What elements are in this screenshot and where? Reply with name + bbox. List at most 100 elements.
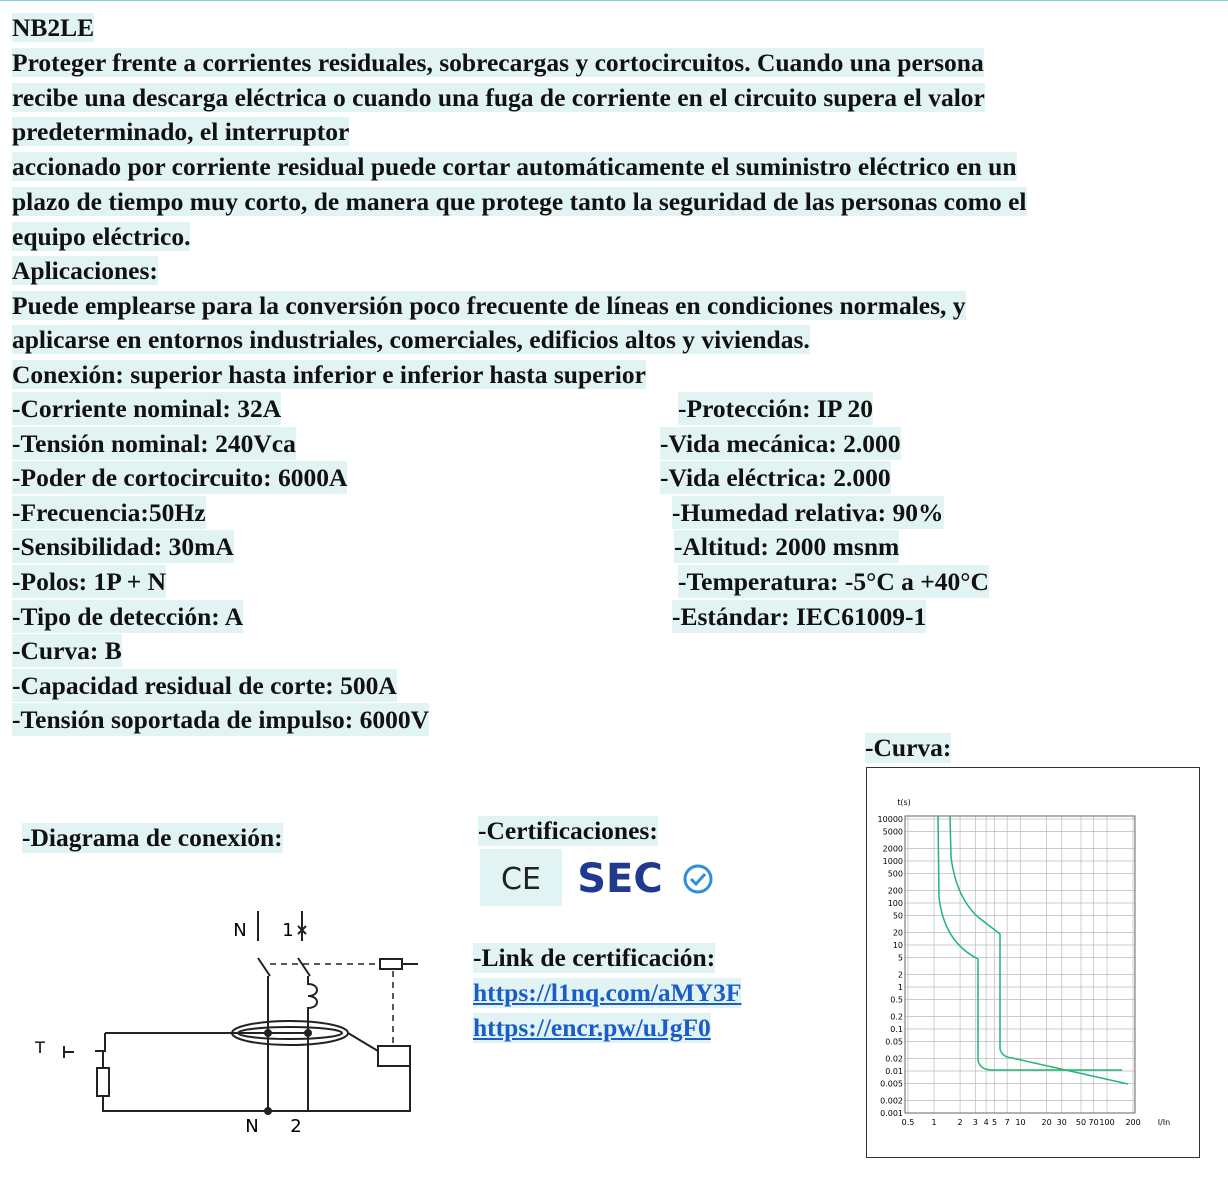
- cert-link[interactable]: https://l1nq.com/aMY3F: [473, 978, 742, 1007]
- desc-line: Proteger frente a corrientes residuales,…: [12, 46, 984, 79]
- spec: -Humedad relativa: 90%: [672, 495, 944, 529]
- diagram-label: T: [34, 1038, 45, 1057]
- y-tick-label: 0.01: [885, 1067, 903, 1076]
- spec: -Vida mecánica: 2.000: [660, 426, 901, 460]
- desc-line: equipo eléctrico.: [12, 220, 191, 253]
- app-line: aplicarse en entornos industriales, come…: [12, 323, 810, 356]
- check: [689, 872, 707, 887]
- x-tick-label: 70: [1089, 1118, 1099, 1127]
- y-tick-label: 5: [898, 954, 903, 963]
- x-tick-label: 30: [1057, 1118, 1067, 1127]
- y-tick-label: 0.05: [885, 1038, 903, 1047]
- y-tick-label: 0.001: [880, 1109, 903, 1118]
- text: accionado por corriente residual puede c…: [12, 152, 1017, 181]
- title-text: NB2LE: [12, 13, 95, 42]
- x-tick-label: 7: [1005, 1118, 1010, 1127]
- text: Aplicaciones:: [12, 256, 158, 285]
- link-heading: -Link de certificación:: [473, 943, 716, 973]
- text: Conexión: superior hasta inferior e infe…: [12, 360, 646, 389]
- spec: -Tipo de detección: A: [12, 599, 244, 633]
- connection-diagram: N 1 T N 2: [34, 911, 418, 1137]
- spec: -Tensión soportada de impulso: 6000V: [12, 703, 430, 737]
- diagram-label: 2: [290, 1116, 301, 1137]
- connection: Conexión: superior hasta inferior e infe…: [12, 358, 646, 391]
- y-tick-label: 0.005: [880, 1080, 903, 1089]
- y-tick-label: 20: [893, 928, 903, 937]
- diagram-label: N: [245, 1116, 258, 1137]
- plot-frame: [904, 815, 1136, 1114]
- spec: -Tensión nominal: 240Vca: [12, 426, 296, 460]
- text: aplicarse en entornos industriales, come…: [12, 325, 810, 354]
- spec: -Temperatura: -5°C a +40°C: [678, 565, 989, 598]
- spec: -Frecuencia:50Hz: [12, 495, 206, 529]
- desc-line: predeterminado, el interruptor: [12, 115, 350, 148]
- logo-bg: [480, 849, 562, 906]
- axis-label: t(s): [897, 798, 911, 807]
- curve-line: [949, 815, 1129, 1085]
- y-tick-label: 50: [893, 912, 903, 921]
- spec: -Poder de cortocircuito: 6000A: [12, 461, 348, 495]
- x-tick-label: 50: [1076, 1118, 1086, 1127]
- text: recibe una descarga eléctrica o cuando u…: [12, 83, 985, 112]
- x-tick-label: 5: [992, 1118, 997, 1127]
- desc-line: accionado por corriente residual puede c…: [12, 150, 1017, 183]
- text: Puede emplearse para la conversión poco …: [12, 291, 966, 320]
- spec: -Protección: IP 20: [678, 392, 873, 425]
- text: equipo eléctrico.: [12, 222, 191, 251]
- y-tick-label: 0.02: [885, 1054, 903, 1063]
- diagram-label: N: [233, 920, 246, 941]
- cert-heading: -Certificaciones:: [478, 816, 658, 846]
- x-tick-label: 4: [984, 1118, 989, 1127]
- y-tick-label: 2: [898, 970, 903, 979]
- y-tick-label: 0.2: [890, 1012, 903, 1021]
- y-tick-label: 0.5: [890, 996, 903, 1005]
- text: predeterminado, el interruptor: [12, 117, 350, 146]
- y-tick-label: 0.1: [890, 1025, 903, 1034]
- x-tick-label: 1: [931, 1118, 936, 1127]
- cert-link[interactable]: https://encr.pw/uJgF0: [473, 1013, 711, 1042]
- spec: -Corriente nominal: 32A: [12, 392, 282, 425]
- link-row: https://encr.pw/uJgF0: [473, 1013, 711, 1043]
- x-tick-label: 3: [973, 1118, 978, 1127]
- title: NB2LE: [12, 11, 95, 44]
- x-tick-label: 10: [1015, 1118, 1025, 1127]
- x-tick-label: 0.5: [902, 1118, 915, 1127]
- curve-line: [937, 815, 1122, 1071]
- spec: -Vida eléctrica: 2.000: [660, 461, 891, 495]
- axis-label: I/In: [1158, 1118, 1170, 1127]
- y-tick-label: 1000: [883, 857, 903, 866]
- y-tick-label: 10: [893, 941, 903, 950]
- text: Proteger frente a corrientes residuales,…: [12, 48, 984, 77]
- diagram-heading: -Diagrama de conexión:: [22, 823, 283, 853]
- app-line: Puede emplearse para la conversión poco …: [12, 289, 966, 322]
- diagram-label: 1: [282, 920, 293, 941]
- text: plazo de tiempo muy corto, de manera que…: [12, 187, 1027, 216]
- spec: -Polos: 1P + N: [12, 565, 167, 598]
- curve-figure: t(s) I/In 0.5 1 2 3 4 5 7 10 20 30 50 70 100 20010000…: [866, 767, 1200, 1158]
- link-row: https://l1nq.com/aMY3F: [473, 978, 742, 1008]
- spec: -Estándar: IEC61009-1: [672, 599, 927, 633]
- frame: [866, 767, 1200, 1158]
- y-tick-label: 5000: [883, 828, 903, 837]
- y-tick-label: 2000: [883, 844, 903, 853]
- cert-logos: CE SEC: [480, 849, 713, 906]
- spec: -Curva: B: [12, 634, 122, 668]
- x-tick-label: 100: [1099, 1118, 1114, 1127]
- check-circle: [683, 864, 713, 894]
- y-tick-label: 500: [888, 870, 903, 879]
- spec: -Sensibilidad: 30mA: [12, 530, 234, 564]
- y-tick-label: 10000: [878, 815, 903, 824]
- spec: -Altitud: 2000 msnm: [674, 530, 900, 564]
- wires: [63, 911, 418, 1115]
- sec-logo: SEC: [577, 856, 663, 902]
- x-tick-label: 20: [1041, 1118, 1051, 1127]
- x-tick-label: 2: [958, 1118, 963, 1127]
- spec: -Capacidad residual de corte: 500A: [12, 668, 397, 702]
- y-tick-label: 0.002: [880, 1096, 903, 1105]
- desc-line: recibe una descarga eléctrica o cuando u…: [12, 81, 985, 114]
- ce-logo: CE: [501, 862, 541, 897]
- y-tick-label: 100: [888, 899, 903, 908]
- heading: Aplicaciones:: [12, 254, 158, 287]
- desc-line: plazo de tiempo muy corto, de manera que…: [12, 185, 1027, 218]
